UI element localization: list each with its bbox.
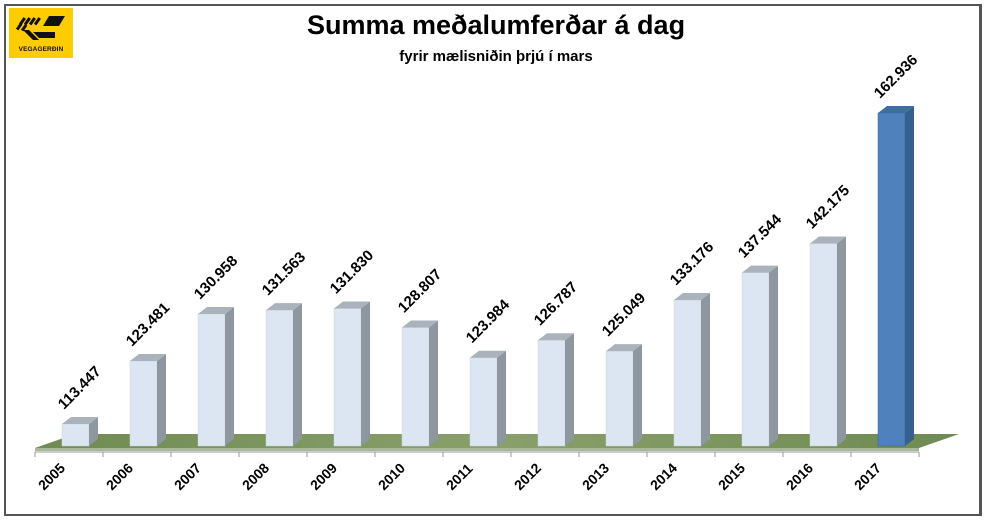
category-label: 2014 [647, 460, 680, 493]
category-label: 2007 [171, 460, 204, 493]
category-label: 2017 [851, 460, 884, 493]
category-label: 2006 [103, 460, 136, 493]
bar-2005 [61, 417, 98, 447]
value-label: 126.787 [531, 279, 581, 329]
value-label: 125.049 [599, 290, 649, 340]
value-label: 128.807 [395, 266, 445, 316]
value-label: 123.984 [463, 296, 514, 347]
bar-2015 [741, 265, 778, 447]
category-label: 2013 [579, 460, 612, 493]
category-label: 2011 [443, 460, 476, 493]
bar-2006 [129, 353, 166, 447]
bar-2011 [469, 350, 506, 447]
vegagerdin-logo: VEGAGERÐIN [9, 8, 73, 58]
value-label: 137.544 [735, 211, 786, 262]
bar-2008 [265, 303, 302, 447]
bar-2010 [401, 320, 438, 447]
category-label: 2012 [511, 460, 544, 493]
logo-text: VEGAGERÐIN [18, 46, 64, 53]
category-label: 2008 [239, 460, 272, 493]
category-label: 2009 [307, 460, 340, 493]
value-label: 133.176 [667, 239, 717, 289]
value-label: 113.447 [55, 363, 105, 413]
value-label: 131.830 [327, 247, 377, 297]
bar-2017 [877, 106, 914, 447]
category-label: 2016 [783, 460, 816, 493]
value-label: 162.936 [871, 51, 921, 101]
value-label: 123.481 [123, 299, 173, 349]
bars [61, 106, 914, 447]
bar-2016 [809, 236, 846, 447]
value-label: 130.958 [191, 252, 241, 302]
chart-subtitle: fyrir mælisniðin þrjú í mars [399, 48, 593, 65]
category-label: 2010 [375, 460, 408, 493]
chart-title: Summa meðalumferðar á dag [306, 10, 686, 40]
category-label: 2015 [715, 460, 748, 493]
x-axis [34, 451, 920, 457]
road-logo-icon [15, 16, 65, 40]
category-labels: 2005 2006 2007 2008 2009 2010 2011 2012 2013 2014… [35, 460, 884, 493]
value-label: 142.175 [803, 182, 853, 232]
bar-2009 [333, 301, 370, 447]
bar-2014 [673, 293, 710, 447]
category-label: 2005 [35, 460, 68, 493]
bar-2012 [537, 333, 574, 447]
bar-2013 [605, 344, 642, 447]
bar-2007 [197, 306, 234, 447]
value-label: 131.563 [259, 249, 309, 299]
